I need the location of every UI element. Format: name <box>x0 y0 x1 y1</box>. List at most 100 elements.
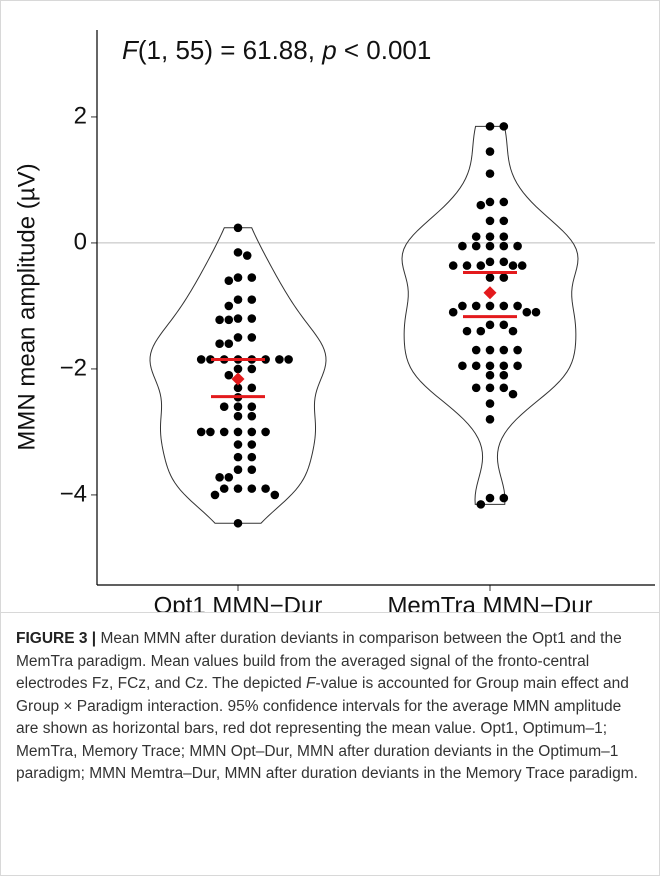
data-point <box>517 261 527 270</box>
data-point <box>233 223 243 233</box>
data-point <box>224 301 234 311</box>
chart: F(1, 55) = 61.88, p < 0.001 MMN mean amp… <box>13 30 655 612</box>
data-point <box>206 355 215 364</box>
data-point <box>485 361 495 371</box>
data-point <box>485 216 495 226</box>
separator <box>0 612 660 613</box>
data-point <box>196 427 206 437</box>
data-point <box>233 518 243 528</box>
data-point <box>476 500 486 509</box>
data-point <box>485 273 495 282</box>
annotation-part: < 0.001 <box>337 35 432 65</box>
data-point <box>522 307 532 317</box>
y-tick-label: 0 <box>74 228 87 255</box>
data-point <box>499 216 509 226</box>
data-point <box>458 361 467 371</box>
data-point <box>261 484 270 493</box>
caption: FIGURE 3 | Mean MMN after duration devia… <box>16 628 644 786</box>
data-point <box>476 261 486 270</box>
y-tick-label: −2 <box>60 354 87 381</box>
data-point <box>485 301 495 311</box>
data-point <box>261 427 270 437</box>
data-point <box>485 169 495 178</box>
x-tick-label: MemTra MMN−Dur <box>387 592 592 612</box>
data-point <box>485 197 495 207</box>
data-point <box>471 361 481 371</box>
data-point <box>247 452 257 462</box>
data-point <box>233 364 243 374</box>
data-point <box>499 241 509 251</box>
data-point <box>499 257 509 267</box>
data-point <box>247 333 257 342</box>
data-point <box>215 315 224 325</box>
mean-marker <box>483 286 497 300</box>
data-point <box>508 261 518 270</box>
data-point <box>448 307 458 317</box>
data-point <box>233 452 243 462</box>
data-point <box>476 200 486 210</box>
data-point <box>499 197 509 207</box>
y-axis-title: MMN mean amplitude (µV) <box>13 163 40 450</box>
data-point <box>224 339 234 349</box>
data-point <box>513 345 522 355</box>
annotation: F(1, 55) = 61.88, p < 0.001 <box>122 35 431 65</box>
data-point <box>499 273 509 282</box>
data-point <box>499 383 509 393</box>
data-point <box>499 370 509 380</box>
data-point <box>471 241 481 251</box>
data-point <box>462 261 472 270</box>
data-point <box>508 326 518 336</box>
violin <box>149 227 327 524</box>
data-point <box>233 402 243 412</box>
data-point <box>448 261 458 270</box>
data-point <box>485 370 495 380</box>
data-point <box>219 427 229 437</box>
data-point <box>485 493 495 503</box>
data-point <box>247 273 257 282</box>
data-point <box>233 273 243 282</box>
data-point <box>485 122 495 131</box>
data-point <box>513 301 522 311</box>
data-point <box>233 248 243 257</box>
data-point <box>247 295 257 304</box>
data-point <box>247 364 257 374</box>
data-point <box>458 301 467 311</box>
data-point <box>531 307 541 317</box>
data-point <box>215 472 224 482</box>
annotation-part: F <box>122 35 140 65</box>
data-point <box>224 315 234 325</box>
data-point <box>513 361 522 371</box>
data-point <box>233 411 243 421</box>
data-point <box>485 345 495 355</box>
data-point <box>499 345 509 355</box>
data-point <box>233 484 243 493</box>
data-point <box>233 465 243 475</box>
y-tick-label: −4 <box>60 480 87 507</box>
data-point <box>233 427 243 437</box>
data-point <box>485 399 495 408</box>
data-point <box>471 383 481 393</box>
data-point <box>196 355 206 364</box>
violin <box>401 125 579 505</box>
data-point <box>233 295 243 304</box>
y-tick-label: 2 <box>74 102 87 129</box>
data-point <box>247 427 257 437</box>
caption-label: FIGURE 3 | <box>16 630 97 647</box>
annotation-part: (1, 55) = 61.88, <box>138 35 322 65</box>
mean-marker <box>231 372 245 386</box>
caption-text: Mean MMN after duration deviants in comp… <box>16 630 622 692</box>
data-point <box>219 402 229 412</box>
data-point <box>485 232 495 241</box>
data-point <box>224 472 234 482</box>
data-point <box>242 251 252 260</box>
annotation-part: p <box>321 35 336 65</box>
data-point <box>233 333 243 342</box>
data-point <box>458 241 467 251</box>
data-point <box>233 440 243 449</box>
data-point <box>247 402 257 412</box>
data-point <box>247 383 257 393</box>
data-point <box>499 493 509 503</box>
data-point <box>508 389 518 399</box>
data-point <box>215 339 224 349</box>
